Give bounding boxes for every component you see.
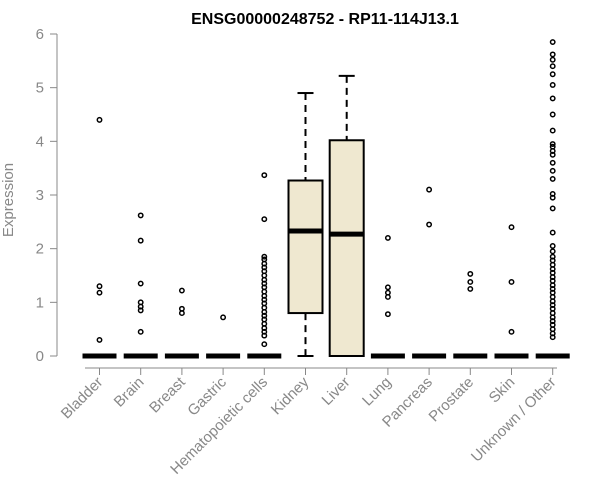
y-tick-label: 2 <box>36 241 44 258</box>
box-group <box>164 287 199 359</box>
y-tick-label: 6 <box>36 26 44 43</box>
box-group <box>535 39 570 359</box>
outlier-point <box>467 278 474 285</box>
outlier-point <box>220 314 227 321</box>
box-iqr <box>287 179 324 315</box>
outlier-point <box>508 328 515 335</box>
y-axis-label: Expression <box>0 163 17 237</box>
x-tick-label: Lung <box>359 374 395 410</box>
x-tick-label: Prostate <box>426 374 478 426</box>
outlier-point <box>178 287 185 294</box>
outlier-point <box>96 336 103 343</box>
x-tick-label: Breast <box>146 373 189 416</box>
outlier-point <box>137 280 144 287</box>
y-tick-label: 3 <box>36 187 44 204</box>
x-tick-label: Kidney <box>268 373 313 418</box>
y-tick-label: 5 <box>36 80 44 97</box>
outlier-point <box>178 310 185 317</box>
x-tick-label: Liver <box>319 374 354 409</box>
outlier-point <box>549 82 556 88</box>
outlier-point <box>549 151 556 158</box>
outlier-point <box>549 39 556 45</box>
box-iqr <box>328 139 365 357</box>
y-ticks: 0 1 2 3 4 5 6 <box>36 26 57 365</box>
outlier-point <box>549 63 556 70</box>
outlier-point <box>549 205 556 212</box>
outlier-point <box>549 334 556 341</box>
box-group <box>206 314 241 359</box>
outlier-point <box>261 341 268 348</box>
x-tick-label: Skin <box>486 374 519 407</box>
outlier-point <box>549 175 556 182</box>
box-group <box>247 172 282 359</box>
outlier-point <box>384 234 391 241</box>
outlier-point <box>549 141 556 147</box>
outlier-point <box>549 167 556 174</box>
outlier-point <box>137 328 144 335</box>
y-tick-label: 4 <box>36 133 44 150</box>
outlier-point <box>549 111 556 118</box>
outlier-point <box>261 332 268 339</box>
outlier-point <box>549 248 556 255</box>
y-tick-label: 1 <box>36 294 44 311</box>
box-group <box>494 224 529 359</box>
box-group <box>123 212 158 359</box>
outlier-point <box>467 285 474 292</box>
outlier-point <box>508 278 515 285</box>
outlier-point <box>96 289 103 296</box>
outlier-point <box>549 56 556 63</box>
box-group <box>412 186 447 359</box>
outlier-point <box>549 71 556 78</box>
boxes <box>82 39 570 359</box>
outlier-point <box>137 307 144 314</box>
box-group <box>370 234 405 359</box>
box-group <box>82 116 117 359</box>
outlier-point <box>426 221 433 228</box>
outlier-point <box>426 186 433 193</box>
outlier-point <box>549 95 556 102</box>
x-tick-label: Brain <box>111 374 148 411</box>
outlier-point <box>96 283 103 290</box>
outlier-point <box>508 224 515 231</box>
outlier-point <box>137 237 144 244</box>
outlier-point <box>549 194 556 201</box>
x-tick-label: Bladder <box>58 374 107 423</box>
outlier-point <box>261 253 268 260</box>
y-tick-label: 0 <box>36 348 44 365</box>
outlier-point <box>467 270 474 277</box>
outlier-point <box>549 243 556 249</box>
outlier-point <box>96 116 103 123</box>
outlier-point <box>549 229 556 236</box>
chart-title: ENSG00000248752 - RP11-114J13.1 <box>191 11 459 28</box>
outlier-point <box>384 311 391 318</box>
box-group <box>453 270 488 359</box>
outlier-point <box>549 127 556 134</box>
box-group <box>328 74 365 357</box>
outlier-point <box>261 172 268 179</box>
outlier-point <box>549 159 556 166</box>
box-group <box>287 92 324 357</box>
outlier-point <box>261 216 268 223</box>
outlier-point <box>384 294 391 300</box>
outlier-point <box>549 51 556 58</box>
outlier-point <box>384 284 391 291</box>
outlier-point <box>137 212 144 219</box>
